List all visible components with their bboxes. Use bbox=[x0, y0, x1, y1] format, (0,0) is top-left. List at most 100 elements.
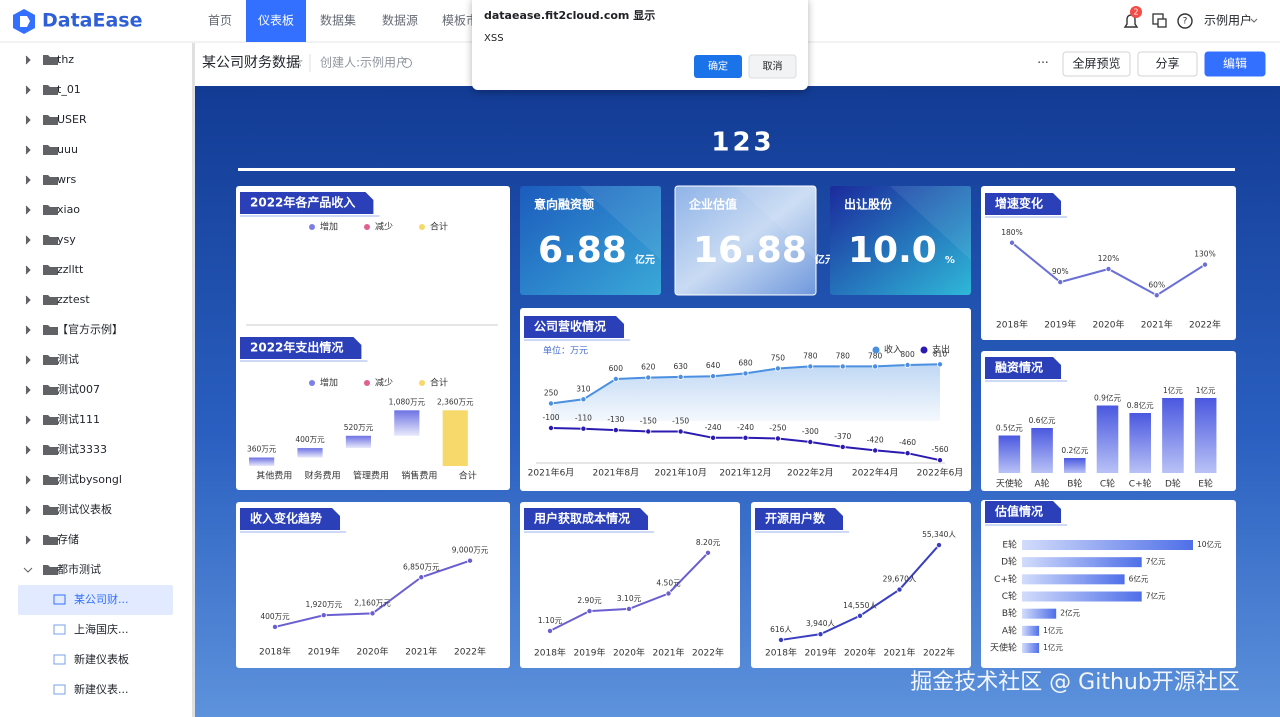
legend-label: 减少 bbox=[375, 377, 393, 389]
star-icon[interactable]: ☆ bbox=[292, 56, 304, 71]
panel-title-text: 增速变化 bbox=[995, 196, 1043, 211]
nav-tab[interactable]: 数据集 bbox=[320, 13, 356, 28]
folder-label[interactable]: thz bbox=[57, 53, 74, 66]
folder-label[interactable]: 测试3333 bbox=[57, 443, 107, 456]
nav-tab[interactable]: 数据源 bbox=[382, 13, 418, 28]
y-tick-label: E轮 bbox=[1002, 539, 1017, 551]
header-buttons: 全屏预览 分享 编辑 bbox=[1062, 51, 1266, 77]
folder-icon bbox=[43, 415, 58, 425]
dashboard-label[interactable]: 上海国庆... bbox=[74, 622, 129, 636]
folder-label[interactable]: ysy bbox=[57, 233, 76, 246]
legend-label: 收入 bbox=[884, 344, 902, 356]
panel-title-bg bbox=[240, 508, 341, 530]
line-point bbox=[466, 557, 473, 564]
header-button-label[interactable]: 分享 bbox=[1155, 56, 1179, 71]
folder-label[interactable]: zztest bbox=[57, 293, 90, 306]
y-tick-label: 天使轮 bbox=[990, 642, 1017, 654]
panel-title: 2022年各产品收入 bbox=[240, 192, 380, 217]
legend-swatch bbox=[309, 224, 315, 230]
waterfall-bar bbox=[345, 435, 371, 449]
kpi-unit: 亿元 bbox=[635, 253, 655, 266]
line-point bbox=[1009, 239, 1016, 246]
folder-label[interactable]: 存储 bbox=[57, 532, 79, 546]
x-tick-label: C+轮 bbox=[1129, 478, 1152, 490]
x-tick-label: 2021年 bbox=[653, 647, 685, 659]
x-tick-label: 2019年 bbox=[308, 646, 340, 658]
data-label: -420 bbox=[867, 435, 884, 444]
data-label: 0.8亿元 bbox=[1127, 400, 1154, 410]
folder-label[interactable]: 测试111 bbox=[57, 413, 100, 426]
folder-label[interactable]: USER bbox=[57, 113, 87, 126]
help-icon[interactable] bbox=[1177, 13, 1193, 29]
badge-count: 2 bbox=[1133, 8, 1138, 17]
folder-label[interactable]: 测试仪表板 bbox=[57, 502, 112, 516]
header-button[interactable] bbox=[1137, 51, 1198, 77]
header-button[interactable] bbox=[1062, 51, 1131, 77]
nav-tab[interactable]: 仪表板 bbox=[258, 14, 294, 28]
x-tick-label: 2022年 bbox=[1189, 319, 1221, 331]
folder-label[interactable]: xiao bbox=[57, 203, 80, 216]
line-point bbox=[742, 370, 749, 377]
panel-title: 公司营收情况 bbox=[524, 316, 631, 341]
line-point bbox=[778, 636, 785, 643]
folder-label[interactable]: zzlltt bbox=[57, 263, 84, 276]
tree-arrow bbox=[25, 475, 31, 485]
more-button[interactable]: ··· bbox=[1037, 56, 1048, 70]
ok-button[interactable] bbox=[694, 55, 742, 78]
cancel-label[interactable]: 取消 bbox=[763, 60, 783, 73]
dashboard-label[interactable]: 新建仪表... bbox=[74, 682, 129, 696]
line-point bbox=[742, 434, 749, 441]
x-tick-label: 2021年6月 bbox=[528, 467, 575, 479]
line-point bbox=[612, 427, 619, 434]
header-button-label[interactable]: 编辑 bbox=[1223, 56, 1247, 71]
data-label: -240 bbox=[737, 423, 754, 432]
kpi-card bbox=[520, 186, 661, 295]
title-underline bbox=[238, 168, 1235, 171]
watermark: 掘金技术社区 @ Github开源社区 bbox=[910, 670, 1240, 695]
panel-title-text: 收入变化趋势 bbox=[250, 511, 322, 526]
folder-label[interactable]: wrs bbox=[57, 173, 77, 186]
nav-tab[interactable]: 首页 bbox=[208, 14, 232, 28]
dashboard-label[interactable]: 某公司财... bbox=[74, 592, 129, 606]
user-name[interactable]: 示例用户 bbox=[1204, 13, 1252, 28]
legend-swatch bbox=[419, 380, 425, 386]
dashboard-icon bbox=[53, 624, 66, 635]
line-point bbox=[1202, 261, 1209, 268]
folder-label[interactable]: 测试bysongl bbox=[57, 473, 122, 486]
header-button[interactable] bbox=[1204, 51, 1266, 77]
x-tick-label: A轮 bbox=[1034, 478, 1049, 490]
nav-tab[interactable]: 模板市 bbox=[442, 13, 478, 28]
chart-panel bbox=[981, 186, 1236, 340]
data-label: 60% bbox=[1148, 280, 1165, 289]
header-button-label[interactable]: 全屏预览 bbox=[1072, 56, 1120, 71]
tree-arrow bbox=[25, 415, 31, 425]
line-point bbox=[677, 373, 684, 380]
y-tick-label: A轮 bbox=[1002, 624, 1017, 636]
folder-label[interactable]: 都市测试 bbox=[57, 562, 101, 576]
dashboard-label[interactable]: 新建仪表板 bbox=[74, 652, 129, 666]
data-label: 7亿元 bbox=[1146, 591, 1166, 601]
panel-title-text: 开源用户数 bbox=[765, 511, 826, 526]
data-label: 0.6亿元 bbox=[1029, 415, 1056, 425]
bar bbox=[1129, 413, 1152, 473]
y-tick-label: D轮 bbox=[1001, 556, 1017, 568]
help-mark: ? bbox=[1183, 17, 1188, 27]
folder-label[interactable]: uuu bbox=[57, 143, 78, 156]
ok-label[interactable]: 确定 bbox=[708, 60, 728, 73]
folder-label[interactable]: 【官方示例】 bbox=[57, 322, 123, 336]
info-icon[interactable] bbox=[402, 58, 412, 68]
kpi-label: 企业估值 bbox=[688, 197, 737, 212]
data-label: 55,340人 bbox=[922, 530, 956, 539]
folder-label[interactable]: 测试007 bbox=[57, 383, 100, 396]
panel-title: 估值情况 bbox=[985, 501, 1068, 526]
data-label: 90% bbox=[1052, 267, 1069, 276]
folder-label[interactable]: t_01 bbox=[57, 83, 81, 96]
x-tick-label: 2022年 bbox=[923, 647, 955, 659]
folder-icon bbox=[43, 445, 58, 455]
tree-arrow bbox=[25, 385, 31, 395]
data-label: 8.20元 bbox=[696, 538, 721, 547]
data-label: 14,550人 bbox=[843, 601, 877, 610]
folder-label[interactable]: 测试 bbox=[57, 353, 79, 366]
cancel-button[interactable] bbox=[748, 54, 797, 79]
